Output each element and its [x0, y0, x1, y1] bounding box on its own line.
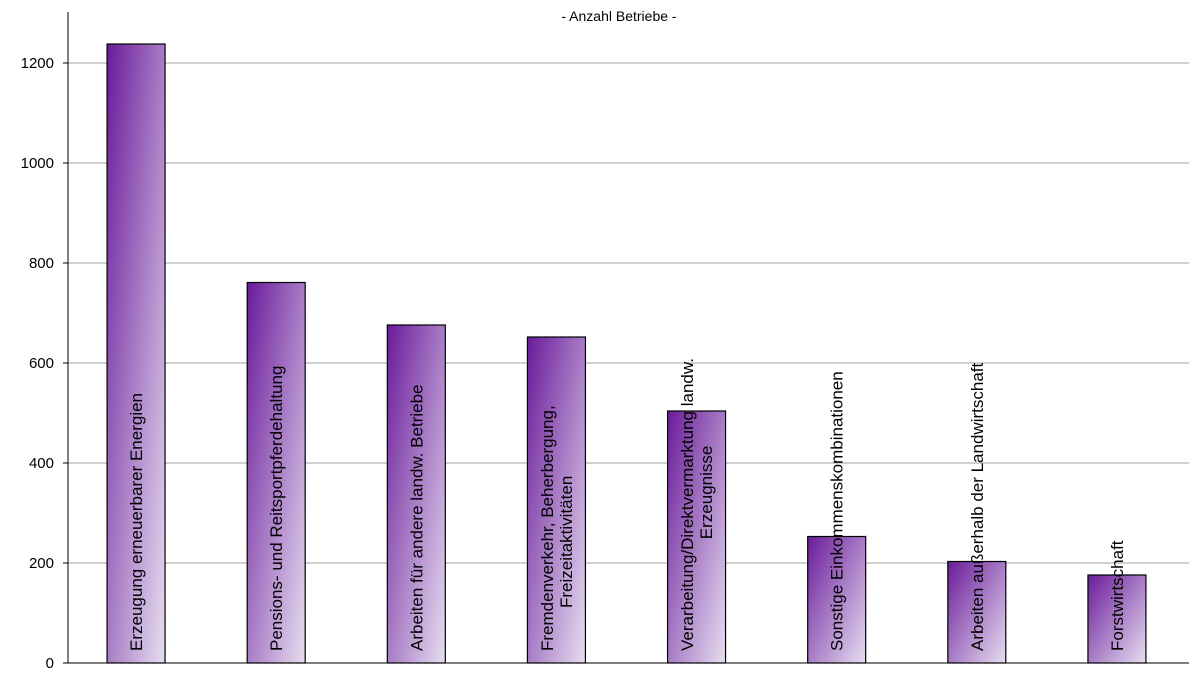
chart-title: - Anzahl Betriebe -	[561, 8, 677, 24]
bar-category-label: Arbeiten für andere landw. Betriebe	[407, 384, 426, 651]
bar-category-label: Sonstige Einkommenskombinationen	[828, 371, 847, 651]
y-tick-label: 800	[29, 255, 54, 272]
y-tick-label: 200	[29, 555, 54, 572]
y-tick-label: 1000	[21, 155, 54, 172]
y-axis-ticks: 0 200 400 600 800 1000 1200	[21, 55, 68, 672]
y-tick-label: 600	[29, 355, 54, 372]
bar-category-label: Freizeitaktivitäten	[557, 476, 576, 608]
bar-category-label: Pensions- und Reitsportpferdehaltung	[267, 366, 286, 651]
grid-lines	[68, 62, 1189, 564]
bar-category-label: Fremdenverkehr, Beherbergung,	[538, 405, 557, 651]
bar	[106, 43, 166, 664]
bar-labels: Erzeugung erneuerbarer Energien Pensions-…	[127, 358, 1127, 651]
bar-category-label: Arbeiten außerhalb der Landwirtschaft	[968, 363, 987, 651]
bars	[106, 43, 1147, 664]
bar-category-label: Erzeugnisse	[697, 446, 716, 540]
y-tick-label: 400	[29, 455, 54, 472]
bar	[666, 410, 727, 664]
y-tick-label: 1200	[21, 55, 54, 72]
y-tick-label: 0	[46, 655, 54, 672]
bar-category-label: Forstwirtschaft	[1108, 540, 1127, 651]
bar	[246, 281, 306, 664]
bar-category-label: Verarbeitung/Direktvermarktung landw.	[678, 358, 697, 651]
bar	[386, 324, 446, 664]
bar	[947, 560, 1007, 664]
bar	[1087, 574, 1147, 664]
bar-category-label: Erzeugung erneuerbarer Energien	[127, 393, 146, 651]
